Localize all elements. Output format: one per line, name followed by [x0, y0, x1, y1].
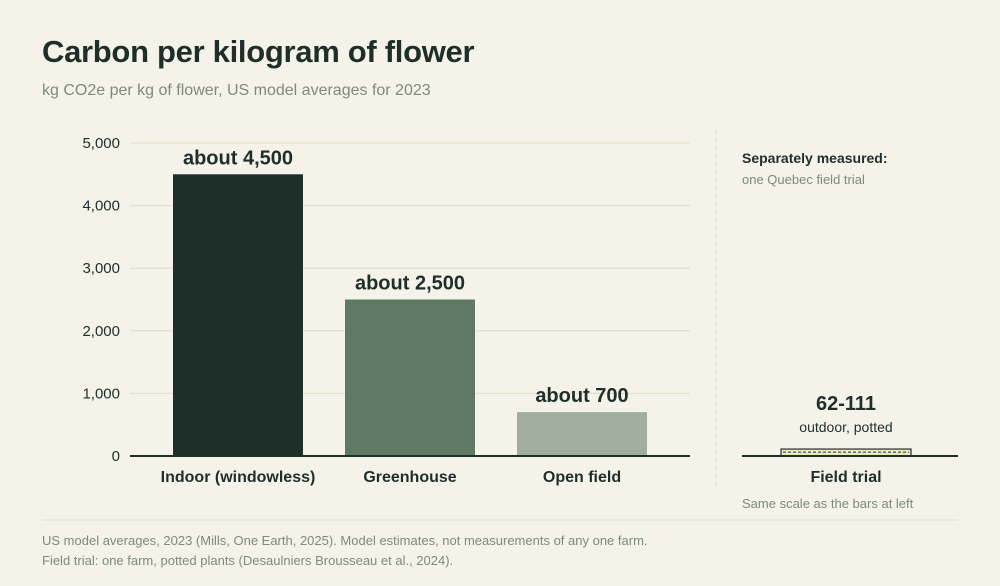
- y-tick-label: 4,000: [82, 198, 120, 215]
- y-tick-label: 5,000: [82, 135, 120, 152]
- bar-data-label: about 700: [535, 385, 628, 407]
- x-category-label: Greenhouse: [363, 469, 456, 486]
- x-category-label: Open field: [543, 469, 621, 486]
- footer-notes: US model averages, 2023 (Mills, One Eart…: [42, 531, 648, 571]
- y-tick-label: 0: [112, 448, 120, 465]
- side-panel-note: Same scale as the bars at left: [742, 496, 914, 511]
- bar: [517, 412, 647, 456]
- y-tick-label: 3,000: [82, 260, 120, 277]
- y-tick-label: 1,000: [82, 385, 120, 402]
- bar-data-label: about 2,500: [355, 273, 465, 295]
- field-trial-data-label: 62-111: [816, 393, 876, 415]
- footer-trial-line: Field trial: one farm, potted plants (De…: [42, 553, 454, 568]
- chart-title: Carbon per kilogram of flower: [42, 34, 475, 69]
- field-trial-data-sublabel: outdoor, potted: [799, 419, 892, 435]
- footer-source-line: US model averages, 2023 (Mills, One Eart…: [42, 533, 648, 548]
- bar: [345, 299, 475, 456]
- x-category-label: Indoor (windowless): [161, 469, 316, 486]
- chart-subtitle: kg CO2e per kg of flower, US model avera…: [42, 82, 431, 99]
- bar-data-label: about 4,500: [183, 147, 293, 169]
- x-category-label: Field trial: [810, 469, 881, 486]
- y-tick-label: 2,000: [82, 323, 120, 340]
- side-panel-heading: Separately measured:: [742, 150, 888, 166]
- side-panel-subheading: one Quebec field trial: [742, 172, 865, 187]
- bar: [173, 174, 303, 457]
